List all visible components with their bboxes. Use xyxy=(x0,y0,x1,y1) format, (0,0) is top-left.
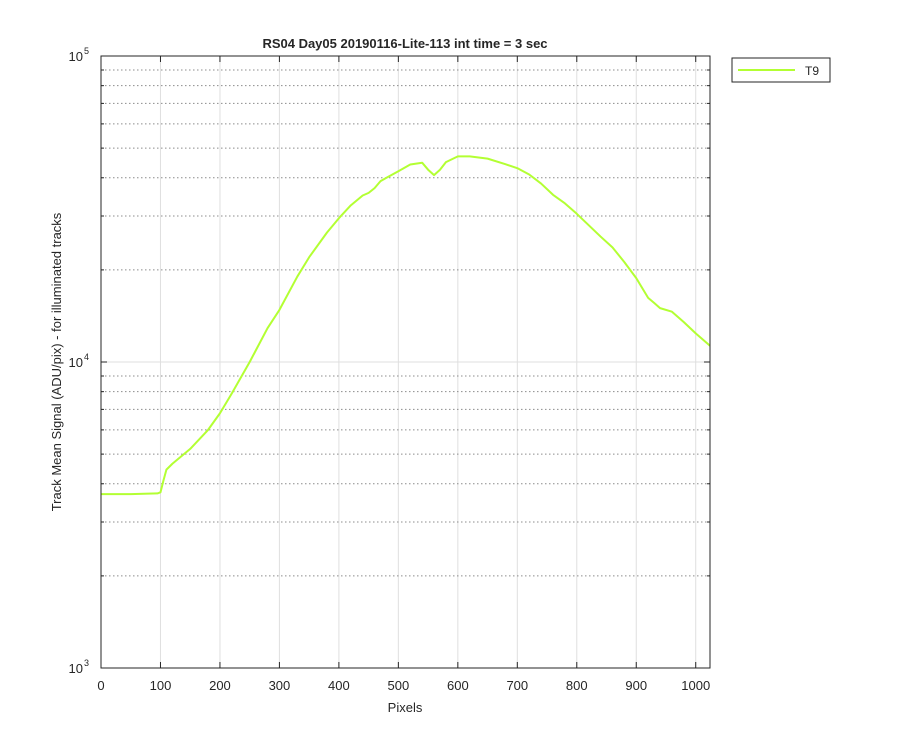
x-tick-label: 0 xyxy=(97,678,104,693)
legend-label-t9: T9 xyxy=(805,64,819,78)
y-tick-label-exponent: 5 xyxy=(84,46,89,56)
y-tick-label: 10 xyxy=(69,49,83,64)
x-tick-label: 900 xyxy=(625,678,647,693)
x-tick-label: 1000 xyxy=(681,678,710,693)
x-axis-label: Pixels xyxy=(388,700,423,715)
x-tick-label: 300 xyxy=(269,678,291,693)
x-tick-label: 100 xyxy=(150,678,172,693)
x-tick-labels: 0 100 200 300 400 500 600 700 800 900 1000 xyxy=(97,678,710,693)
x-tick-label: 500 xyxy=(388,678,410,693)
y-tick-label: 10 xyxy=(69,355,83,370)
series-line-t9 xyxy=(101,155,711,496)
x-tick-label: 700 xyxy=(506,678,528,693)
plot-area xyxy=(100,55,711,669)
x-tick-label: 600 xyxy=(447,678,469,693)
x-tick-label: 800 xyxy=(566,678,588,693)
y-tick-label-exponent: 3 xyxy=(84,658,89,668)
y-axis-label: Track Mean Signal (ADU/pix) - for illumi… xyxy=(49,212,64,511)
x-tick-label: 400 xyxy=(328,678,350,693)
series-layer xyxy=(101,155,711,496)
y-tick-label: 10 xyxy=(69,661,83,676)
tick-marks xyxy=(100,55,710,669)
legend: T9 xyxy=(731,57,831,83)
grid-lines xyxy=(100,55,710,669)
chart-title: RS04 Day05 20190116-Lite-113 int time = … xyxy=(262,36,547,51)
y-tick-label-exponent: 4 xyxy=(84,352,89,362)
x-tick-label: 200 xyxy=(209,678,231,693)
